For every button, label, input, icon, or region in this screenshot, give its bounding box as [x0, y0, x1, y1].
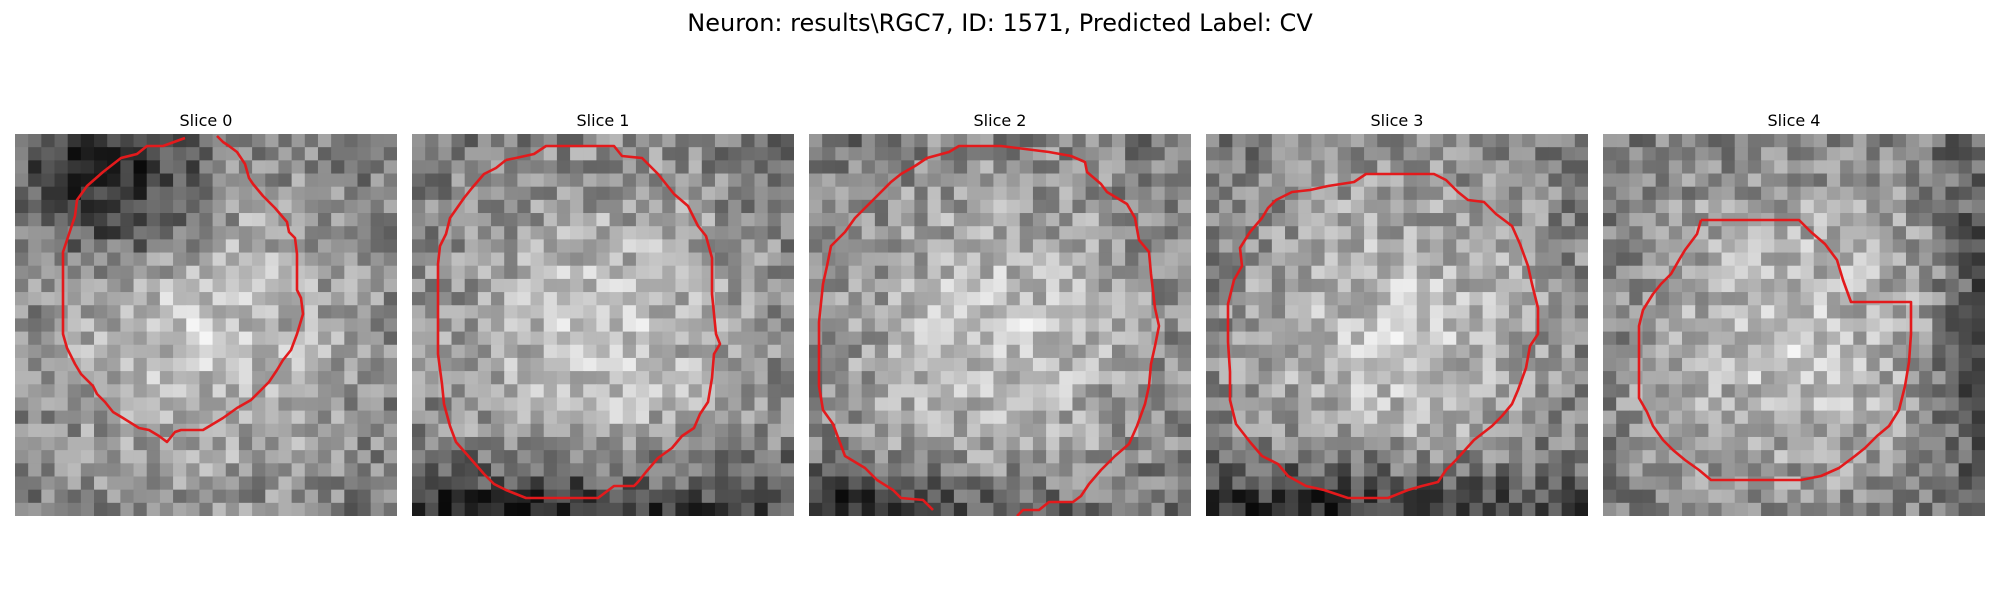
pixel-grid-1 [412, 134, 794, 516]
slice-panel-3: Slice 3 [1206, 110, 1588, 516]
contour-1 [436, 144, 722, 500]
contour-3 [1226, 172, 1540, 500]
pixel-grid-2 [809, 134, 1191, 516]
pixel-grid-0 [15, 134, 397, 516]
slice-title-0: Slice 0 [179, 111, 233, 130]
slice-panel-4: Slice 4 [1603, 110, 1985, 516]
slice-title-2: Slice 2 [973, 111, 1027, 130]
slice-title-3: Slice 3 [1370, 111, 1424, 130]
slice-panel-2: Slice 2 [809, 110, 1191, 516]
contour-0 [61, 135, 305, 444]
contour-2 [817, 144, 1161, 516]
figure-title: Neuron: results\RGC7, ID: 1571, Predicte… [687, 9, 1313, 37]
slice-panel-1: Slice 1 [412, 110, 794, 516]
slice-image-0 [15, 134, 397, 516]
slice-image-1 [412, 134, 794, 516]
pixel-grid-3 [1206, 134, 1588, 516]
slice-image-4 [1603, 134, 1985, 516]
slice-image-3 [1206, 134, 1588, 516]
contour-4 [1637, 218, 1913, 482]
slice-title-4: Slice 4 [1767, 111, 1821, 130]
slice-title-1: Slice 1 [576, 111, 630, 130]
slice-image-2 [809, 134, 1191, 516]
pixel-grid-4 [1603, 134, 1985, 516]
slice-panel-0: Slice 0 [15, 110, 397, 516]
